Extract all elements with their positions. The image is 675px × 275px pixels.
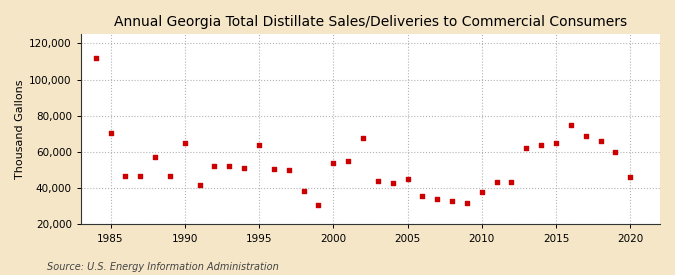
Point — [417, 194, 428, 199]
Point — [150, 154, 161, 159]
Point — [298, 189, 309, 193]
Point — [358, 135, 369, 140]
Point — [566, 123, 576, 127]
Point — [625, 175, 636, 180]
Title: Annual Georgia Total Distillate Sales/Deliveries to Commercial Consumers: Annual Georgia Total Distillate Sales/De… — [114, 15, 627, 29]
Point — [373, 179, 383, 183]
Point — [313, 202, 324, 207]
Point — [432, 197, 443, 201]
Point — [284, 168, 294, 172]
Point — [387, 181, 398, 185]
Point — [254, 143, 265, 147]
Point — [536, 143, 547, 147]
Point — [610, 150, 621, 154]
Text: Source: U.S. Energy Information Administration: Source: U.S. Energy Information Administ… — [47, 262, 279, 272]
Point — [194, 182, 205, 187]
Point — [491, 180, 502, 184]
Point — [551, 141, 562, 145]
Point — [462, 200, 472, 205]
Point — [269, 167, 279, 171]
Point — [224, 163, 235, 168]
Point — [209, 163, 220, 168]
Point — [402, 177, 413, 182]
Point — [105, 131, 116, 135]
Point — [477, 190, 487, 194]
Point — [120, 173, 131, 178]
Point — [165, 173, 176, 178]
Point — [239, 166, 250, 170]
Point — [328, 161, 339, 165]
Point — [90, 56, 101, 60]
Point — [180, 141, 190, 145]
Point — [521, 146, 532, 151]
Point — [580, 134, 591, 138]
Point — [135, 173, 146, 178]
Point — [447, 199, 458, 203]
Y-axis label: Thousand Gallons: Thousand Gallons — [15, 80, 25, 179]
Point — [506, 180, 517, 184]
Point — [595, 139, 606, 143]
Point — [343, 159, 354, 163]
